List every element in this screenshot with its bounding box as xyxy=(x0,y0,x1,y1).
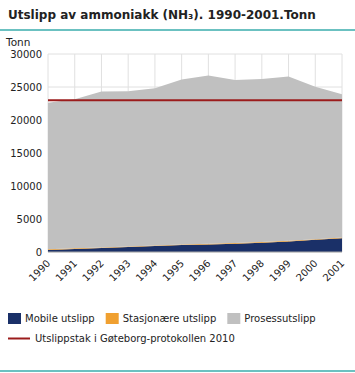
y-axis-label: Tonn xyxy=(5,36,30,48)
x-tick-label: 1995 xyxy=(160,258,186,284)
x-tick-label: 2001 xyxy=(321,258,347,284)
legend-line xyxy=(8,338,30,340)
legend-label: Prosessutslipp xyxy=(244,313,315,324)
y-tick-label: 30000 xyxy=(10,49,42,60)
legend-swatch xyxy=(8,313,21,324)
x-tick-label: 1991 xyxy=(53,258,79,284)
x-tick-label: 1994 xyxy=(134,258,160,284)
legend-label: Stasjonære utslipp xyxy=(123,313,217,324)
y-tick-label: 10000 xyxy=(10,181,42,192)
background xyxy=(0,0,355,373)
x-tick-label: 1998 xyxy=(240,258,266,284)
grid xyxy=(48,54,342,252)
legend-swatch xyxy=(106,313,119,324)
y-tick-label: 25000 xyxy=(10,82,42,93)
chart: Utslipp av ammoniakk (NH₃). 1990-2001.To… xyxy=(0,0,355,373)
legend-label: Utslippstak i Gøteborg-protokollen 2010 xyxy=(35,333,235,344)
y-grid-line xyxy=(48,54,342,55)
x-tick-label: 1992 xyxy=(80,258,106,284)
y-tick-label: 15000 xyxy=(10,148,42,159)
x-tick-label: 1993 xyxy=(107,258,133,284)
ceiling-line xyxy=(48,99,342,101)
y-tick-label: 20000 xyxy=(10,115,42,126)
area xyxy=(48,75,342,249)
y-tick-label: 5000 xyxy=(17,214,42,225)
legend-swatch xyxy=(227,313,240,324)
x-tick-label: 1990 xyxy=(27,258,53,284)
title: Utslipp av ammoniakk (NH₃). 1990-2001.To… xyxy=(8,8,316,22)
y-grid-line xyxy=(48,252,342,253)
x-tick-label: 1997 xyxy=(214,258,240,284)
x-tick-label: 2000 xyxy=(294,258,320,284)
legend-label: Mobile utslipp xyxy=(25,313,95,324)
x-axis-line xyxy=(48,252,342,253)
plot-area xyxy=(48,75,342,252)
x-tick-label: 1996 xyxy=(187,258,213,284)
bottom-rule xyxy=(0,370,355,372)
x-tick-label: 1999 xyxy=(267,258,293,284)
y-tick-label: 0 xyxy=(36,247,42,258)
title-rule xyxy=(0,29,355,31)
legend: Mobile utslipp Stasjonære utslipp Prosessu… xyxy=(8,313,316,344)
